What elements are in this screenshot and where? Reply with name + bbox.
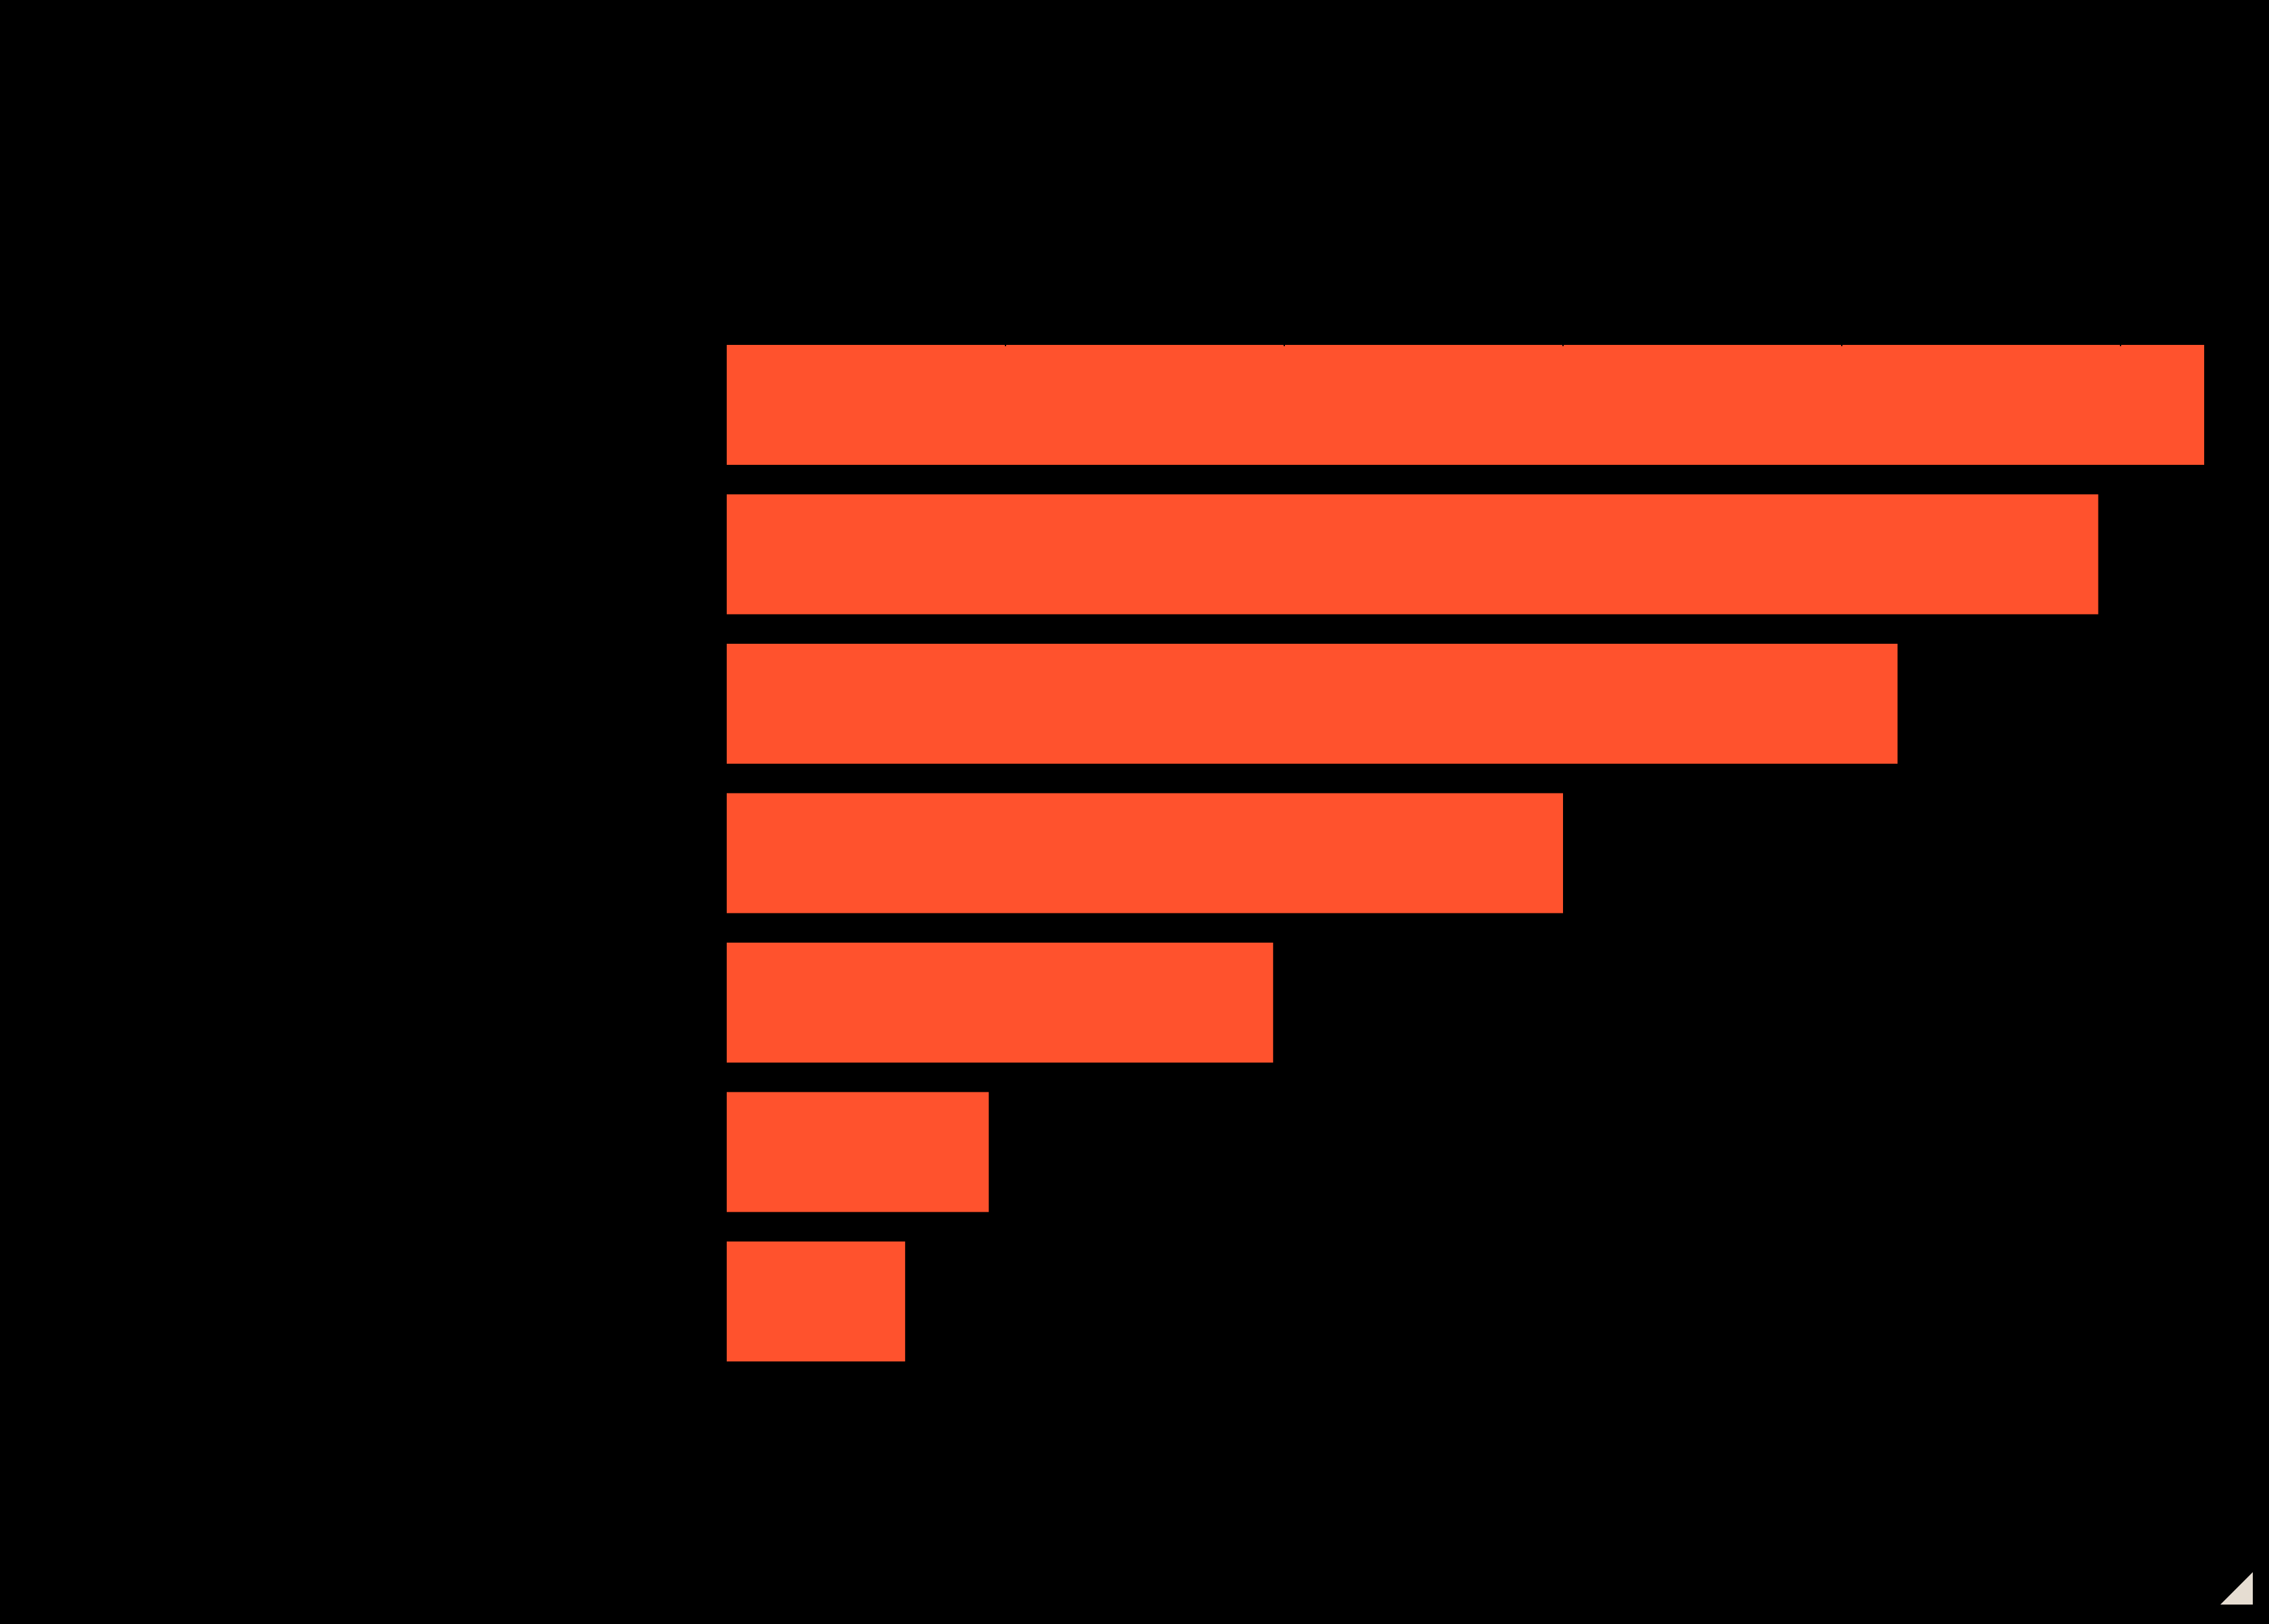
gridline <box>1284 342 1285 346</box>
gridline <box>1841 342 1842 346</box>
gridline <box>1562 342 1564 346</box>
gridline <box>1005 342 1006 346</box>
bar-6 <box>727 1092 989 1212</box>
corner-triangle <box>2220 1572 2253 1605</box>
bar-2 <box>727 494 2099 615</box>
resize-corner-icon[interactable] <box>2220 1572 2253 1605</box>
bar-4 <box>727 793 1563 913</box>
bar-5 <box>727 943 1273 1063</box>
bar-7 <box>727 1242 906 1361</box>
bar-1 <box>727 345 2204 465</box>
bar-3 <box>727 644 1898 764</box>
gridline <box>2120 342 2121 346</box>
